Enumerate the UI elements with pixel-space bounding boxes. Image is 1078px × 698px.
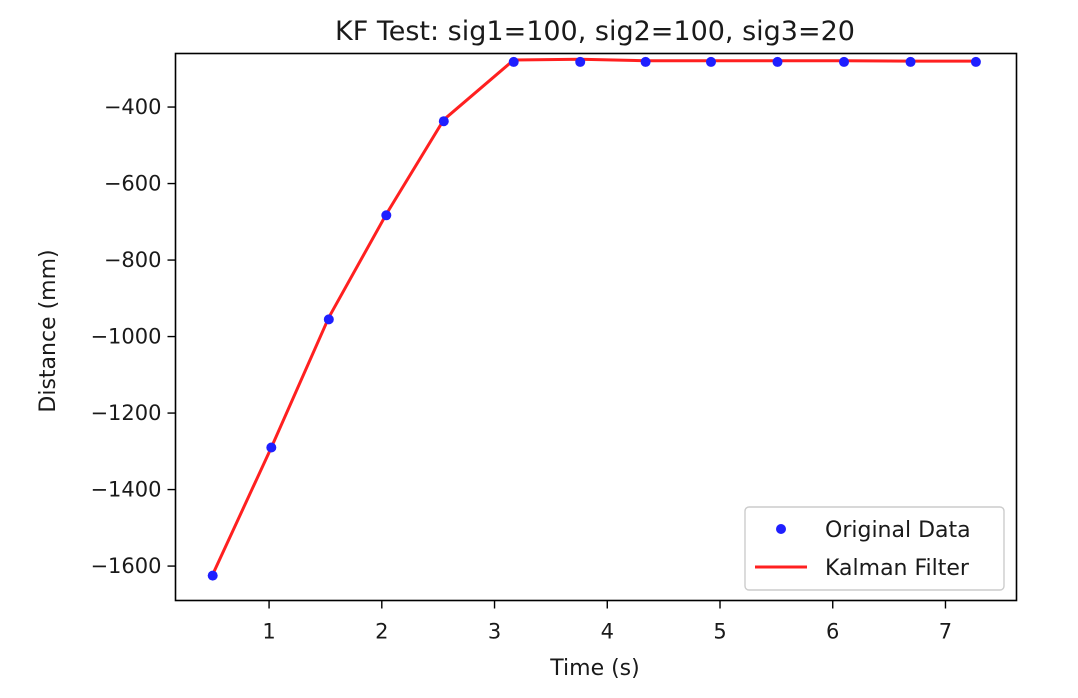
original-data-point: [575, 56, 586, 67]
original-data-point: [839, 56, 850, 67]
original-data-point: [508, 56, 519, 67]
x-tick-label: 7: [939, 620, 952, 644]
plot-area-frame: [174, 52, 1018, 602]
legend-box: [744, 506, 1005, 591]
original-data-point: [438, 116, 449, 127]
x-tick-label: 1: [262, 620, 275, 644]
x-tick-label: 6: [826, 620, 839, 644]
y-tick-label: −1000: [90, 325, 161, 349]
y-tick-label: −1400: [90, 478, 161, 502]
original-data-point: [266, 442, 277, 453]
y-tick-label: −600: [104, 172, 162, 196]
original-data-point: [381, 210, 392, 221]
x-axis-label: Time (s): [549, 656, 639, 681]
legend-label: Kalman Filter: [825, 556, 970, 581]
original-data-point: [640, 56, 651, 67]
legend-label: Original Data: [825, 518, 971, 543]
chart-title: KF Test: sig1=100, sig2=100, sig3=20: [335, 16, 855, 47]
legend-marker-original-data: [776, 524, 786, 534]
original-data-point: [207, 570, 218, 581]
y-tick-label: −400: [104, 95, 162, 119]
x-tick-label: 3: [488, 620, 501, 644]
y-tick-label: −1200: [90, 401, 161, 425]
y-tick-label: −1600: [90, 554, 161, 578]
y-tick-label: −800: [104, 248, 162, 272]
original-data-point: [970, 56, 981, 67]
x-tick-label: 5: [713, 620, 726, 644]
y-axis-label: Distance (mm): [36, 249, 61, 412]
original-data-point: [323, 314, 334, 325]
original-data-point: [772, 56, 783, 67]
original-data-point: [905, 56, 916, 67]
x-tick-label: 2: [375, 620, 388, 644]
original-data-point: [705, 56, 716, 67]
x-tick-label: 4: [601, 620, 614, 644]
